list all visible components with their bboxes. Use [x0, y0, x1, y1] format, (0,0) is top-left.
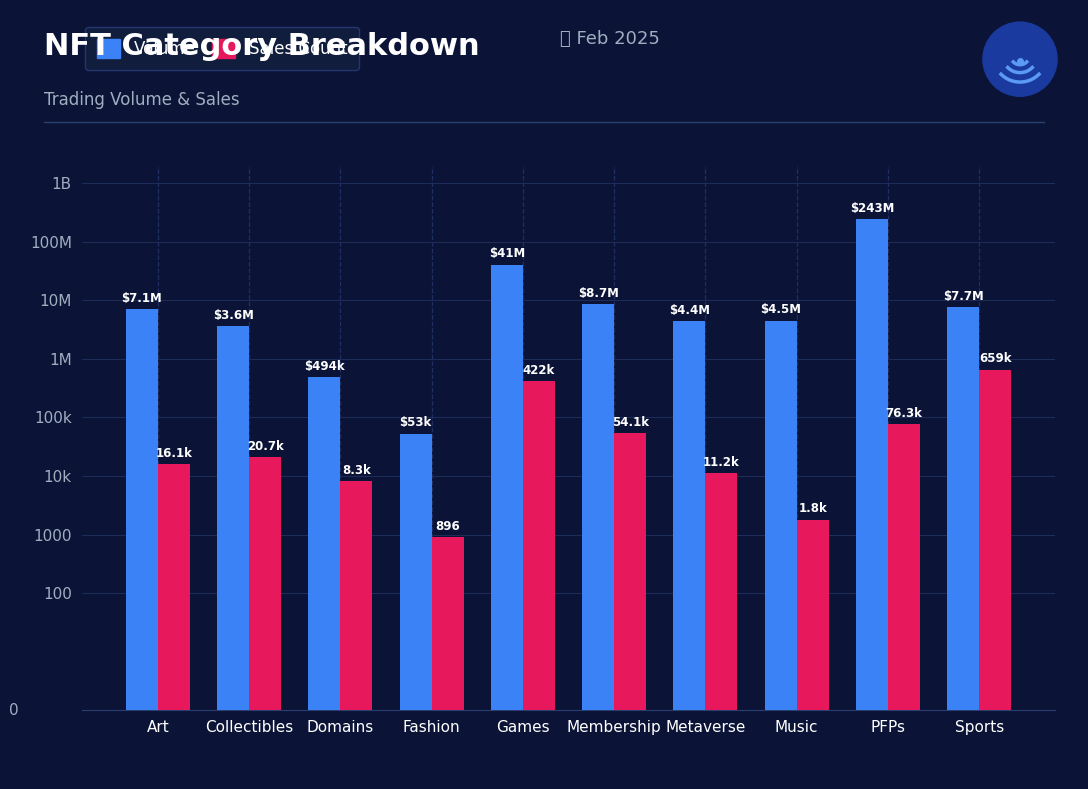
Text: 896: 896 — [435, 520, 460, 533]
Bar — [523, 381, 555, 789]
Text: $494k: $494k — [304, 360, 345, 372]
Bar — [158, 464, 189, 789]
Text: 422k: 422k — [522, 364, 555, 376]
Text: $4.5M: $4.5M — [761, 304, 801, 316]
Text: Trading Volume & Sales: Trading Volume & Sales — [44, 91, 239, 109]
Text: 16.1k: 16.1k — [156, 447, 193, 460]
Text: $7.7M: $7.7M — [943, 290, 984, 303]
Bar — [888, 424, 919, 789]
Bar — [491, 264, 523, 789]
Text: 20.7k: 20.7k — [247, 440, 283, 453]
Bar — [341, 481, 372, 789]
Legend: Volume, Sales Count: Volume, Sales Count — [85, 27, 359, 69]
Bar — [948, 307, 979, 789]
Text: 76.3k: 76.3k — [886, 407, 923, 420]
Text: 8.3k: 8.3k — [342, 463, 371, 477]
Text: NFT Category Breakdown: NFT Category Breakdown — [44, 32, 479, 61]
Text: 1.8k: 1.8k — [799, 503, 827, 515]
Text: 0: 0 — [9, 702, 18, 718]
Bar — [705, 473, 738, 789]
Bar — [614, 433, 646, 789]
Text: 659k: 659k — [979, 353, 1012, 365]
Bar — [673, 321, 705, 789]
Bar — [979, 369, 1011, 789]
Bar — [249, 458, 281, 789]
Bar — [856, 219, 888, 789]
Bar — [765, 320, 796, 789]
Bar — [432, 537, 463, 789]
Text: $8.7M: $8.7M — [578, 286, 619, 300]
Bar — [126, 309, 158, 789]
Bar — [399, 434, 432, 789]
Text: $53k: $53k — [399, 417, 432, 429]
Bar — [218, 327, 249, 789]
Circle shape — [982, 22, 1058, 96]
Bar — [308, 377, 341, 789]
Text: $7.1M: $7.1M — [122, 292, 162, 305]
Bar — [582, 304, 614, 789]
Bar — [796, 520, 829, 789]
Text: 54.1k: 54.1k — [611, 416, 648, 429]
Text: 📅 Feb 2025: 📅 Feb 2025 — [560, 30, 660, 48]
Text: $3.6M: $3.6M — [212, 309, 254, 322]
Text: 11.2k: 11.2k — [703, 456, 740, 469]
Text: $243M: $243M — [850, 202, 894, 215]
Text: $4.4M: $4.4M — [669, 304, 709, 317]
Text: $41M: $41M — [489, 247, 526, 260]
